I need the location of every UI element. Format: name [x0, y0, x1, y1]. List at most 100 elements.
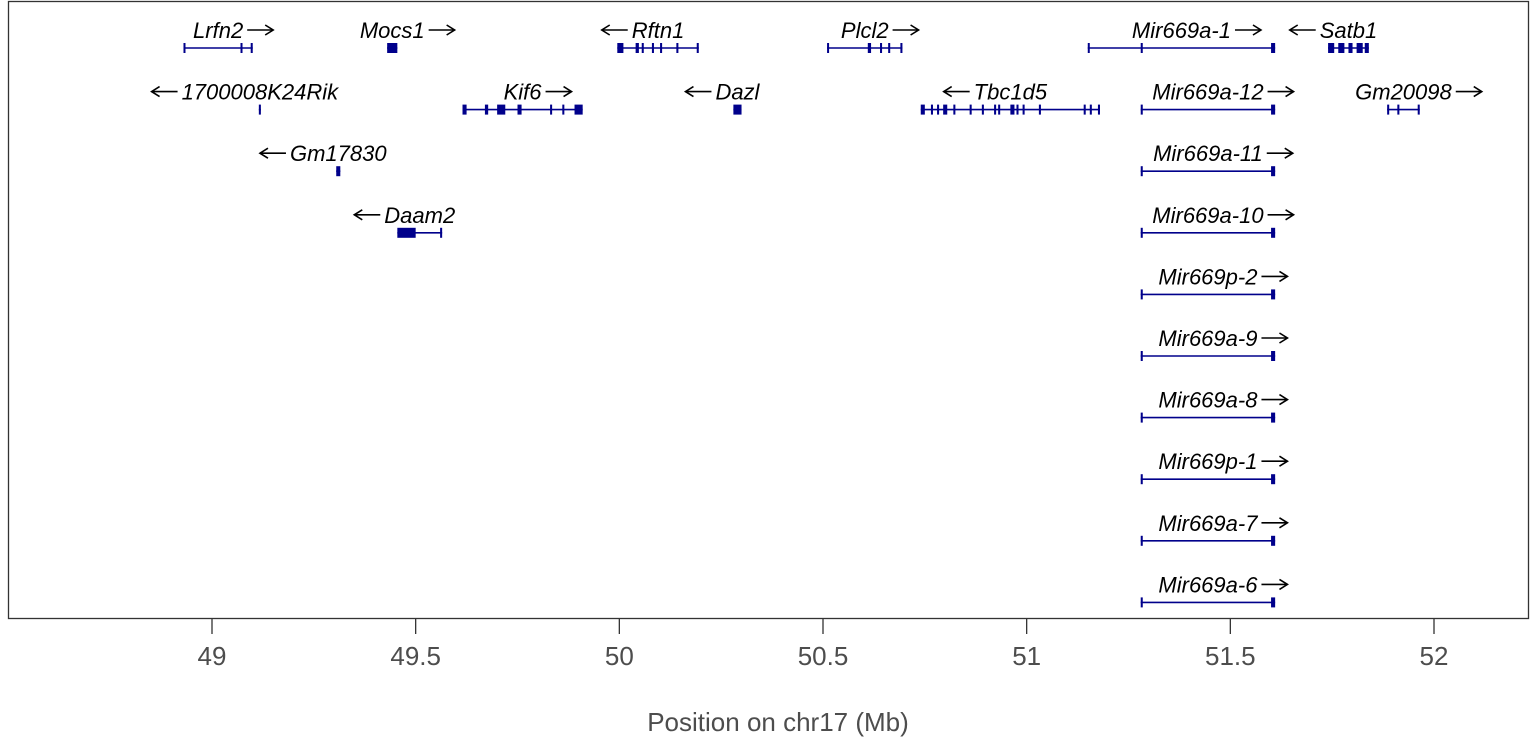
- exon: [651, 43, 654, 53]
- arrow-right-icon: [545, 85, 574, 98]
- gene-label: Mir669a-9: [1158, 326, 1257, 351]
- exon: [867, 43, 872, 53]
- x-tick-label: 49: [198, 641, 227, 671]
- arrow-right-icon: [1234, 24, 1263, 36]
- gene-mir669a-10: Mir669a-10: [1140, 203, 1296, 238]
- exon: [696, 43, 699, 53]
- exon: [880, 43, 883, 53]
- gene-mocs1: Mocs1: [360, 18, 457, 53]
- exon: [1089, 104, 1092, 115]
- arrow-right-icon: [1455, 85, 1484, 98]
- exon: [1140, 289, 1143, 300]
- exon: [888, 43, 891, 53]
- arrow-left-icon: [150, 85, 178, 98]
- exon: [641, 43, 644, 53]
- exon: [1271, 289, 1276, 300]
- exon: [240, 43, 243, 53]
- gene-mir669p-1: Mir669p-1: [1140, 449, 1289, 485]
- gene-label: Dazl: [715, 80, 760, 105]
- gene-daam2: Daam2: [352, 203, 455, 238]
- gene-label: Mir669a-10: [1152, 203, 1264, 228]
- exon: [1140, 43, 1143, 53]
- exon: [930, 104, 933, 115]
- exon: [733, 104, 742, 115]
- arrow-left-icon: [1288, 24, 1316, 36]
- exon: [1348, 43, 1353, 53]
- gene-label: Mir669a-6: [1158, 572, 1258, 597]
- exon: [1356, 43, 1363, 53]
- exon: [920, 104, 925, 115]
- exon: [1140, 227, 1143, 238]
- exon: [943, 104, 948, 115]
- x-tick-label: 49.5: [390, 641, 441, 671]
- exon: [1397, 104, 1400, 115]
- arrow-left-icon: [942, 85, 970, 98]
- exon: [250, 43, 253, 53]
- exon: [1022, 104, 1025, 115]
- exon: [1271, 351, 1276, 361]
- gene-label: Gm20098: [1355, 80, 1452, 105]
- arrow-left-icon: [352, 209, 381, 221]
- exon: [900, 43, 903, 53]
- arrow-right-icon: [1267, 85, 1296, 98]
- gene-label: Rftn1: [632, 18, 685, 43]
- arrow-right-icon: [892, 24, 921, 36]
- arrow-right-icon: [247, 24, 275, 36]
- gene-plcl2: Plcl2: [827, 18, 921, 53]
- gene-label: Lrfn2: [193, 18, 243, 43]
- arrow-right-icon: [1261, 578, 1289, 591]
- exon: [953, 104, 956, 115]
- gene-label: 1700008K24Rik: [182, 80, 340, 105]
- gene-mir669a-6: Mir669a-6: [1140, 572, 1289, 608]
- exon: [635, 43, 639, 53]
- exon: [969, 104, 972, 115]
- gene-label: Mocs1: [360, 18, 425, 43]
- exon: [1364, 43, 1369, 53]
- exon: [1097, 104, 1100, 115]
- x-axis-title: Position on chr17 (Mb): [647, 707, 909, 737]
- gene-label: Gm17830: [290, 141, 387, 166]
- exon: [1140, 597, 1143, 608]
- exon: [462, 104, 467, 115]
- exon: [1271, 43, 1276, 53]
- gene-label: Mir669a-11: [1153, 141, 1263, 166]
- exon: [1140, 412, 1143, 423]
- exon: [981, 104, 984, 115]
- exon: [676, 43, 679, 53]
- exon: [1271, 166, 1276, 177]
- x-axis: 49 49.5 50 50.5 51 51.5 52: [198, 619, 1448, 671]
- genes-layer: Lrfn2 Mocs1 Rftn1 Plcl2 Mir669a-1 Satb1 170000…: [150, 18, 1484, 608]
- exon: [1140, 104, 1143, 115]
- arrow-left-icon: [258, 147, 286, 159]
- x-tick-label: 50.5: [798, 641, 849, 671]
- arrow-left-icon: [600, 24, 628, 36]
- gene-label: Plcl2: [841, 18, 889, 43]
- x-tick-label: 50: [605, 641, 634, 671]
- gene-kif6: Kif6: [462, 80, 583, 115]
- arrow-right-icon: [428, 24, 457, 36]
- gene-label: Tbc1d5: [974, 80, 1048, 105]
- gene-label: Mir669a-7: [1158, 511, 1258, 536]
- exon: [1271, 104, 1276, 115]
- exon: [1016, 104, 1019, 115]
- exon: [484, 104, 489, 115]
- exon: [1271, 597, 1276, 608]
- exon: [1140, 535, 1143, 546]
- gene-label: Mir669a-12: [1152, 80, 1263, 105]
- gene-mir669p-2: Mir669p-2: [1140, 264, 1289, 300]
- exon: [1140, 351, 1143, 361]
- exon: [1328, 43, 1335, 53]
- gene-label: Kif6: [504, 80, 543, 105]
- gene-mir669a-9: Mir669a-9: [1140, 326, 1289, 361]
- gene-label: Mir669a-1: [1132, 18, 1231, 43]
- exon: [397, 227, 416, 238]
- exon: [258, 104, 261, 115]
- exon: [336, 166, 341, 177]
- exon: [1083, 104, 1086, 115]
- exon: [497, 104, 506, 115]
- exon: [1417, 104, 1420, 115]
- exon: [827, 43, 830, 53]
- gene-1700008k24rik: 1700008K24Rik: [150, 80, 340, 115]
- exon: [1271, 474, 1276, 485]
